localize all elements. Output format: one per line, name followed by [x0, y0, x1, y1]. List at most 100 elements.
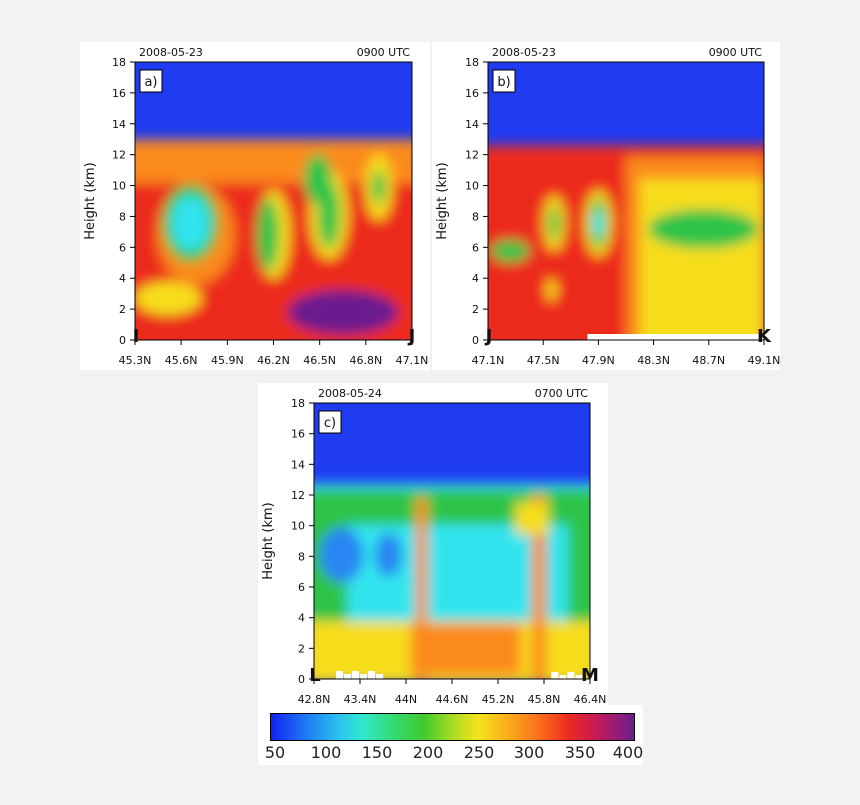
colorbar-tick: 400 — [612, 743, 644, 762]
x-tick-label: 46.2N — [257, 354, 290, 367]
y-axis-label: Height (km) — [435, 162, 450, 239]
y-tick-label: 12 — [465, 149, 479, 162]
field-region — [135, 281, 202, 315]
section-end-label: M — [581, 665, 599, 686]
y-tick-label: 18 — [112, 56, 126, 69]
y-tick-label: 6 — [472, 241, 479, 254]
field-region — [532, 494, 546, 679]
panel-a: 0 2 4 6 8 10 12 14 16 18 45.3N 45.6N 45.9N 46.2N 46.5N… — [80, 42, 430, 370]
field-region — [374, 532, 403, 577]
field-region — [303, 153, 332, 204]
panel-a-svg: 0 2 4 6 8 10 12 14 16 18 45.3N 45.6N 45.9N 46.2N 46.5N… — [83, 46, 429, 367]
colorbar-tick: 50 — [264, 743, 286, 762]
date-label: 2008-05-24 — [318, 387, 382, 400]
colorbar: 50 100 150 200 250 300 350 400 — [258, 705, 643, 765]
plot-area — [135, 62, 412, 340]
x-tick-label: 45.2N — [482, 693, 515, 706]
terrain-mask — [368, 671, 376, 679]
field-region — [287, 289, 399, 335]
field-region — [648, 209, 759, 249]
x-tick-label: 47.1N — [472, 354, 505, 367]
section-start-label: J — [484, 326, 493, 347]
y-axis-label: Height (km) — [83, 162, 98, 239]
y-tick-label: 4 — [472, 272, 479, 285]
plot-area — [314, 403, 590, 679]
section-end-label: K — [757, 326, 772, 347]
x-tick-label: 46.8N — [349, 354, 382, 367]
field-region — [256, 198, 280, 271]
y-tick-label: 12 — [291, 489, 305, 502]
y-tick-label: 0 — [298, 673, 305, 686]
panel-b: 0 2 4 6 8 10 12 14 16 18 47.1N 47.5N 47.9N 48.3N 48.7N… — [432, 42, 780, 370]
field-region — [171, 195, 210, 252]
field-region — [545, 278, 557, 302]
field-layer — [135, 139, 412, 340]
y-tick-label: 16 — [465, 87, 479, 100]
time-label: 0900 UTC — [709, 46, 763, 59]
field-region — [410, 623, 521, 676]
y-tick-label: 10 — [291, 520, 305, 533]
plot-frame — [487, 61, 765, 341]
terrain-mask — [360, 674, 368, 679]
field-region — [548, 206, 560, 240]
terrain-mask — [336, 671, 344, 679]
y-tick-label: 18 — [291, 397, 305, 410]
y-tick-label: 2 — [119, 303, 126, 316]
panel-label: b) — [497, 75, 510, 90]
y-tick-label: 2 — [472, 303, 479, 316]
plot-area — [488, 62, 764, 340]
colorbar-tick: 350 — [564, 743, 596, 762]
x-tick-label: 47.9N — [582, 354, 615, 367]
x-tick-label: 45.6N — [165, 354, 198, 367]
y-tick-label: 14 — [465, 118, 479, 131]
terrain-mask — [376, 674, 384, 679]
section-end-label: J — [407, 326, 416, 347]
time-label: 0900 UTC — [357, 46, 411, 59]
terrain-mask — [551, 672, 559, 679]
y-tick-label: 8 — [119, 210, 126, 223]
y-axis-label: Height (km) — [261, 502, 276, 579]
panel-c: 0 2 4 6 8 10 12 14 16 18 42.8N 43.4N 44N 44.6N 45.2N 45… — [258, 383, 608, 708]
panel-label-box — [492, 69, 516, 93]
y-tick-label: 12 — [112, 149, 126, 162]
panel-label-box — [318, 410, 342, 434]
x-tick-label: 47.1N — [396, 354, 429, 367]
x-tick-label: 45.3N — [119, 354, 152, 367]
panel-c-svg: 0 2 4 6 8 10 12 14 16 18 42.8N 43.4N 44N 44.6N 45.2N 45… — [261, 387, 607, 706]
y-tick-label: 10 — [465, 180, 479, 193]
colorbar-tick: 250 — [463, 743, 495, 762]
terrain-mask — [559, 675, 567, 679]
terrain-mask — [567, 672, 575, 679]
date-label: 2008-05-23 — [139, 46, 203, 59]
date-label: 2008-05-23 — [492, 46, 556, 59]
panel-label: c) — [324, 416, 336, 431]
colorbar-tick: 200 — [412, 743, 444, 762]
x-tick-label: 45.8N — [528, 693, 561, 706]
x-tick-label: 45.9N — [211, 354, 244, 367]
panel-label-box — [139, 69, 163, 93]
y-tick-label: 4 — [298, 612, 305, 625]
y-tick-label: 2 — [298, 642, 305, 655]
y-tick-label: 14 — [112, 118, 126, 131]
y-tick-label: 4 — [119, 272, 126, 285]
y-tick-label: 18 — [465, 56, 479, 69]
y-tick-label: 16 — [112, 87, 126, 100]
y-tick-label: 0 — [472, 334, 479, 347]
terrain-mask — [575, 675, 583, 679]
section-start-label: L — [309, 665, 320, 686]
field-region — [490, 239, 530, 263]
terrain-mask — [352, 671, 360, 679]
terrain-mask — [344, 674, 352, 679]
y-tick-label: 6 — [119, 241, 126, 254]
field-region — [416, 496, 428, 679]
x-tick-label: 48.7N — [692, 354, 725, 367]
y-tick-label: 0 — [119, 334, 126, 347]
terrain-mask — [587, 334, 764, 340]
y-tick-label: 8 — [472, 210, 479, 223]
panel-label: a) — [144, 75, 157, 90]
x-tick-label: 46.4N — [574, 693, 607, 706]
x-tick-label: 43.4N — [344, 693, 377, 706]
x-tick-label: 47.5N — [527, 354, 560, 367]
x-tick-label: 44.6N — [436, 693, 469, 706]
x-tick-label: 48.3N — [637, 354, 670, 367]
